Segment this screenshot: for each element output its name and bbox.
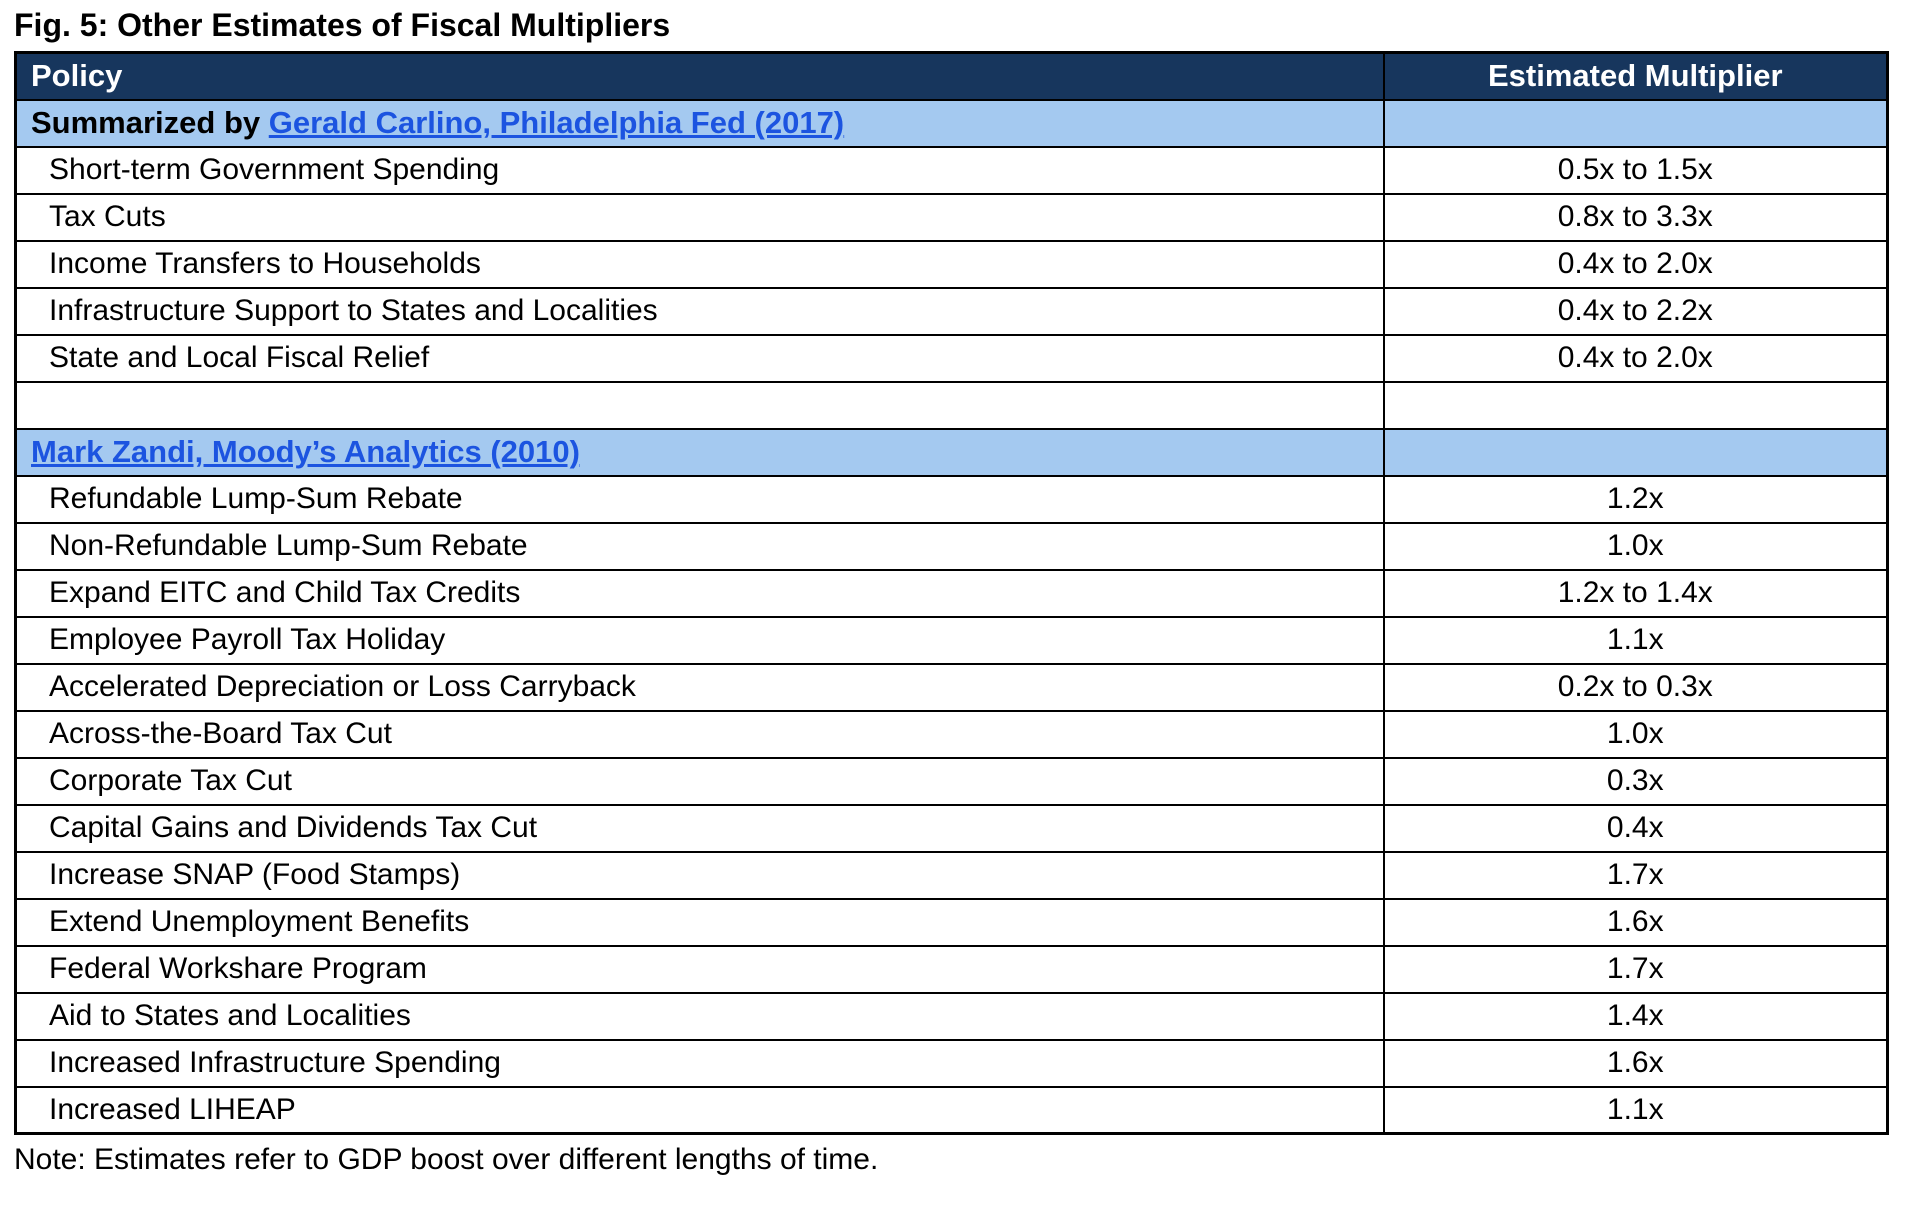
column-header-policy: Policy — [14, 51, 1385, 101]
header-row: Policy Estimated Multiplier — [14, 51, 1889, 101]
multiplier-cell: 1.0x — [1382, 709, 1889, 759]
policy-cell: Tax Cuts — [14, 192, 1385, 242]
multiplier-cell: 0.2x to 0.3x — [1382, 662, 1889, 712]
table-row: Extend Unemployment Benefits 1.6x — [14, 897, 1889, 947]
policy-cell: Accelerated Depreciation or Loss Carryba… — [14, 662, 1385, 712]
table-row: Aid to States and Localities 1.4x — [14, 991, 1889, 1041]
section-header-row: Mark Zandi, Moody’s Analytics (2010) — [14, 427, 1889, 477]
multiplier-cell: 0.4x to 2.0x — [1382, 333, 1889, 383]
policy-cell: Federal Workshare Program — [14, 944, 1385, 994]
policy-cell: Infrastructure Support to States and Loc… — [14, 286, 1385, 336]
table-row: Federal Workshare Program 1.7x — [14, 944, 1889, 994]
multiplier-cell: 1.1x — [1382, 1085, 1889, 1135]
table-row: Corporate Tax Cut 0.3x — [14, 756, 1889, 806]
multiplier-cell: 0.4x to 2.0x — [1382, 239, 1889, 289]
multiplier-cell: 1.4x — [1382, 991, 1889, 1041]
policy-cell: Income Transfers to Households — [14, 239, 1385, 289]
table-row: Expand EITC and Child Tax Credits 1.2x to… — [14, 568, 1889, 618]
multiplier-cell: 1.2x — [1382, 474, 1889, 524]
spacer-multiplier-cell — [1382, 380, 1889, 430]
table-row: Non-Refundable Lump-Sum Rebate 1.0x — [14, 521, 1889, 571]
table-header: Policy Estimated Multiplier — [14, 51, 1889, 101]
multiplier-cell: 0.3x — [1382, 756, 1889, 806]
table-row: Employee Payroll Tax Holiday 1.1x — [14, 615, 1889, 665]
figure-title: Fig. 5: Other Estimates of Fiscal Multip… — [14, 7, 671, 43]
policy-cell: Increase SNAP (Food Stamps) — [14, 850, 1385, 900]
section-header-link[interactable]: Mark Zandi, Moody’s Analytics (2010) — [31, 434, 580, 470]
column-header-estimated-multiplier: Estimated Multiplier — [1382, 51, 1889, 101]
fiscal-multipliers-table: Policy Estimated Multiplier Summarized b… — [14, 51, 1889, 1136]
multiplier-cell: 1.7x — [1382, 850, 1889, 900]
section-header-link[interactable]: Gerald Carlino, Philadelphia Fed (2017) — [268, 105, 845, 141]
table-row: Refundable Lump-Sum Rebate 1.2x — [14, 474, 1889, 524]
multiplier-cell: 0.5x to 1.5x — [1382, 145, 1889, 195]
table-row: State and Local Fiscal Relief 0.4x to 2.0… — [14, 333, 1889, 383]
multiplier-cell: 1.7x — [1382, 944, 1889, 994]
table-row: Increased Infrastructure Spending 1.6x — [14, 1038, 1889, 1088]
section-header-empty-cell — [1382, 98, 1889, 148]
table-row: Increase SNAP (Food Stamps) 1.7x — [14, 850, 1889, 900]
policy-cell: Refundable Lump-Sum Rebate — [14, 474, 1385, 524]
section-header-row: Summarized by Gerald Carlino, Philadelph… — [14, 98, 1889, 148]
section-header-prefix: Summarized by — [31, 105, 269, 141]
policy-cell: Employee Payroll Tax Holiday — [14, 615, 1385, 665]
policy-cell: State and Local Fiscal Relief — [14, 333, 1385, 383]
section-header-cell: Summarized by Gerald Carlino, Philadelph… — [14, 98, 1385, 148]
policy-cell: Across-the-Board Tax Cut — [14, 709, 1385, 759]
multiplier-cell: 1.2x to 1.4x — [1382, 568, 1889, 618]
section-header-empty-cell — [1382, 427, 1889, 477]
table-row: Income Transfers to Households 0.4x to 2.… — [14, 239, 1889, 289]
table-body: Summarized by Gerald Carlino, Philadelph… — [14, 98, 1889, 1135]
table-row: Accelerated Depreciation or Loss Carryba… — [14, 662, 1889, 712]
table-row: Infrastructure Support to States and Loc… — [14, 286, 1889, 336]
multiplier-cell: 0.8x to 3.3x — [1382, 192, 1889, 242]
policy-cell: Expand EITC and Child Tax Credits — [14, 568, 1385, 618]
section-header-cell: Mark Zandi, Moody’s Analytics (2010) — [14, 427, 1385, 477]
policy-cell: Capital Gains and Dividends Tax Cut — [14, 803, 1385, 853]
footnote: Note: Estimates refer to GDP boost over … — [14, 1143, 879, 1177]
policy-cell: Short-term Government Spending — [14, 145, 1385, 195]
table-row: Tax Cuts 0.8x to 3.3x — [14, 192, 1889, 242]
policy-cell: Increased LIHEAP — [14, 1085, 1385, 1135]
table-row: Across-the-Board Tax Cut 1.0x — [14, 709, 1889, 759]
policy-cell: Corporate Tax Cut — [14, 756, 1385, 806]
spacer-row — [14, 380, 1889, 430]
policy-cell: Non-Refundable Lump-Sum Rebate — [14, 521, 1385, 571]
multiplier-cell: 1.6x — [1382, 897, 1889, 947]
table-row: Short-term Government Spending 0.5x to 1.… — [14, 145, 1889, 195]
policy-cell: Aid to States and Localities — [14, 991, 1385, 1041]
multiplier-cell: 1.6x — [1382, 1038, 1889, 1088]
spacer-policy-cell — [14, 380, 1385, 430]
multiplier-cell: 0.4x — [1382, 803, 1889, 853]
multiplier-cell: 0.4x to 2.2x — [1382, 286, 1889, 336]
multiplier-cell: 1.0x — [1382, 521, 1889, 571]
policy-cell: Extend Unemployment Benefits — [14, 897, 1385, 947]
multiplier-cell: 1.1x — [1382, 615, 1889, 665]
table-row: Capital Gains and Dividends Tax Cut 0.4x — [14, 803, 1889, 853]
policy-cell: Increased Infrastructure Spending — [14, 1038, 1385, 1088]
table-row: Increased LIHEAP 1.1x — [14, 1085, 1889, 1135]
